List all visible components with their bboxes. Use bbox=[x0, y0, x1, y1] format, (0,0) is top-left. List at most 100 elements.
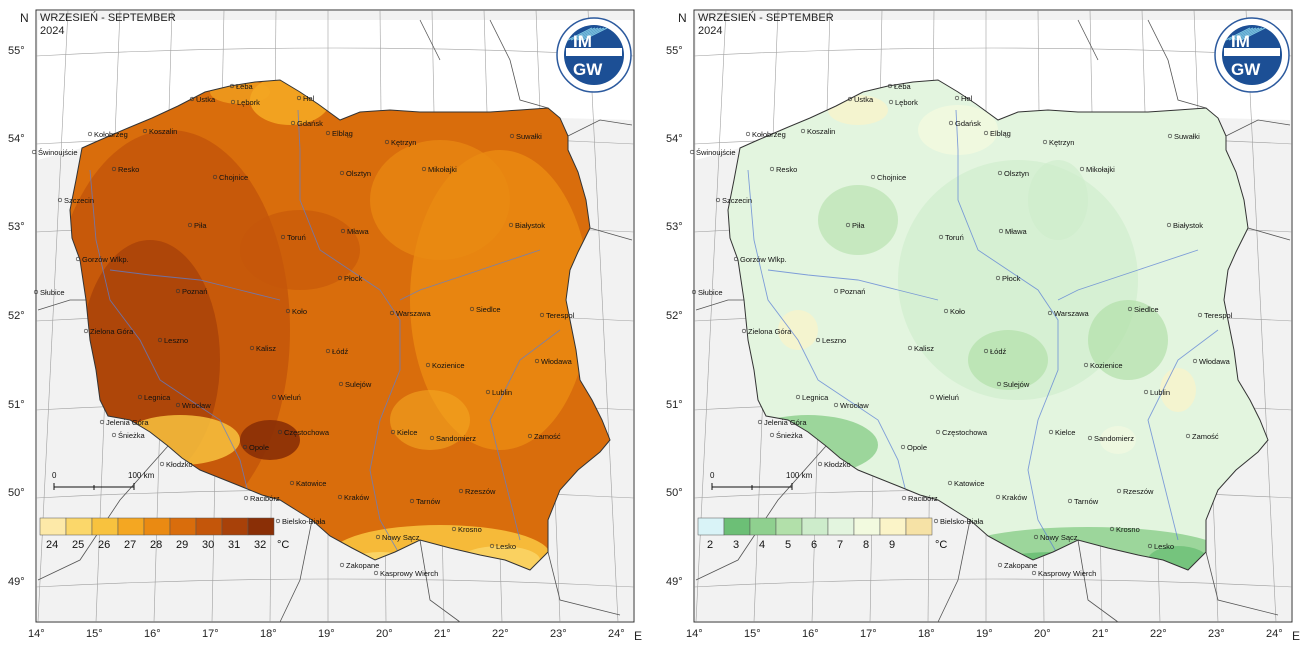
city-label: Siedlce bbox=[476, 305, 501, 314]
city-label: Olsztyn bbox=[346, 169, 371, 178]
city-marker bbox=[243, 495, 249, 501]
legend-swatch bbox=[775, 517, 803, 536]
city-label: Sulejów bbox=[345, 380, 372, 389]
svg-text:GW: GW bbox=[573, 60, 603, 79]
city-label: Kraków bbox=[344, 493, 370, 502]
svg-text:IM: IM bbox=[1231, 32, 1250, 51]
svg-text:GW: GW bbox=[1231, 60, 1261, 79]
city-label: Leszno bbox=[822, 336, 846, 345]
city-label: Krosno bbox=[1116, 525, 1140, 534]
lon-tick-label: 14° bbox=[28, 628, 45, 640]
rivers bbox=[89, 109, 561, 556]
city-marker bbox=[1166, 222, 1172, 228]
city-marker bbox=[845, 222, 851, 228]
baltic-sea bbox=[38, 20, 632, 160]
city-marker bbox=[1048, 429, 1054, 435]
lon-tick-label: 16° bbox=[802, 628, 819, 640]
city-label: Warszawa bbox=[1054, 309, 1090, 318]
city-marker bbox=[230, 99, 236, 105]
city-label: Koszalin bbox=[807, 127, 835, 136]
city-label: Kalisz bbox=[256, 344, 276, 353]
city-label: Jelenia Góra bbox=[764, 418, 807, 427]
color-legend: 2 3 4 5 6 7 8 9 °C bbox=[697, 517, 947, 551]
city-label: Łódź bbox=[332, 347, 349, 356]
legend-swatch bbox=[143, 517, 171, 536]
city-marker bbox=[337, 494, 343, 500]
legend-swatch bbox=[749, 517, 777, 536]
lon-tick-label: 23° bbox=[1208, 628, 1225, 640]
city-marker bbox=[1042, 139, 1048, 145]
legend-swatch bbox=[905, 517, 933, 536]
legend-label: 7 bbox=[837, 539, 843, 551]
city-label: Lębork bbox=[237, 98, 260, 107]
city-marker bbox=[815, 337, 821, 343]
svg-text:IM: IM bbox=[573, 32, 592, 51]
city-marker bbox=[242, 444, 248, 450]
city-label: Lublin bbox=[1150, 388, 1170, 397]
city-marker bbox=[390, 429, 396, 435]
city-label: Gorzów Wlkp. bbox=[82, 255, 129, 264]
city-label: Świnoujście bbox=[696, 148, 736, 157]
lat-tick-label: 51° bbox=[666, 399, 683, 411]
city-label: Gdańsk bbox=[297, 119, 323, 128]
city-marker bbox=[800, 128, 806, 134]
east-label: E bbox=[634, 629, 642, 643]
city-label: Toruń bbox=[945, 233, 964, 242]
city-marker bbox=[1109, 526, 1115, 532]
city-label: Śnieżka bbox=[118, 431, 146, 440]
city-marker bbox=[947, 480, 953, 486]
lon-tick-label: 14° bbox=[686, 628, 703, 640]
legend-label: 24 bbox=[46, 539, 58, 551]
legend-swatch bbox=[195, 517, 223, 536]
city-label: Piła bbox=[194, 221, 207, 230]
city-label: Częstochowa bbox=[284, 428, 330, 437]
city-label: Katowice bbox=[296, 479, 326, 488]
city-marker bbox=[995, 494, 1001, 500]
city-marker bbox=[373, 570, 379, 576]
city-label: Olsztyn bbox=[1004, 169, 1029, 178]
north-label: N bbox=[678, 11, 687, 25]
map-year: 2024 bbox=[40, 25, 64, 37]
poland-border bbox=[69, 79, 611, 571]
legend-swatch bbox=[697, 517, 725, 536]
city-marker bbox=[983, 348, 989, 354]
city-marker bbox=[83, 328, 89, 334]
city-label: Kozienice bbox=[432, 361, 465, 370]
city-label: Tarnów bbox=[416, 497, 441, 506]
city-label: Racibórz bbox=[250, 494, 280, 503]
legend-swatch bbox=[91, 517, 119, 536]
city-marker bbox=[425, 362, 431, 368]
city-label: Hel bbox=[303, 94, 315, 103]
city-label: Terespol bbox=[1204, 311, 1233, 320]
city-label: Szczecin bbox=[722, 196, 752, 205]
city-label: Zamość bbox=[1192, 432, 1219, 441]
svg-text:0: 0 bbox=[52, 471, 57, 480]
city-marker bbox=[795, 394, 801, 400]
city-marker bbox=[900, 444, 906, 450]
city-label: Legnica bbox=[144, 393, 171, 402]
lon-tick-label: 22° bbox=[1150, 628, 1167, 640]
lat-tick-label: 50° bbox=[666, 487, 683, 499]
city-marker bbox=[769, 432, 775, 438]
lat-tick-label: 53° bbox=[8, 221, 25, 233]
lat-tick-label: 52° bbox=[666, 310, 683, 322]
legend-swatch bbox=[65, 517, 93, 536]
city-marker bbox=[99, 419, 105, 425]
legend-swatch bbox=[879, 517, 907, 536]
city-label: Kasprowy Wierch bbox=[380, 569, 438, 578]
city-label: Lesko bbox=[1154, 542, 1174, 551]
legend-label: 5 bbox=[785, 539, 791, 551]
city-marker bbox=[715, 197, 721, 203]
city-label: Zielona Góra bbox=[90, 327, 134, 336]
city-label: Nowy Sącz bbox=[1040, 533, 1078, 542]
legend-label: 32 bbox=[254, 539, 266, 551]
city-marker bbox=[929, 394, 935, 400]
city-marker bbox=[189, 96, 195, 102]
city-label: Siedlce bbox=[1134, 305, 1159, 314]
city-label: Jelenia Góra bbox=[106, 418, 149, 427]
city-label: Krosno bbox=[458, 525, 482, 534]
lon-tick-label: 22° bbox=[492, 628, 509, 640]
city-label: Mikołajki bbox=[1086, 165, 1115, 174]
map-panel-green: Łeba Ustka Lębork Hel Kołobrzeg Koszalin Gdańs… bbox=[658, 0, 1312, 656]
lat-tick-label: 54° bbox=[666, 133, 683, 145]
